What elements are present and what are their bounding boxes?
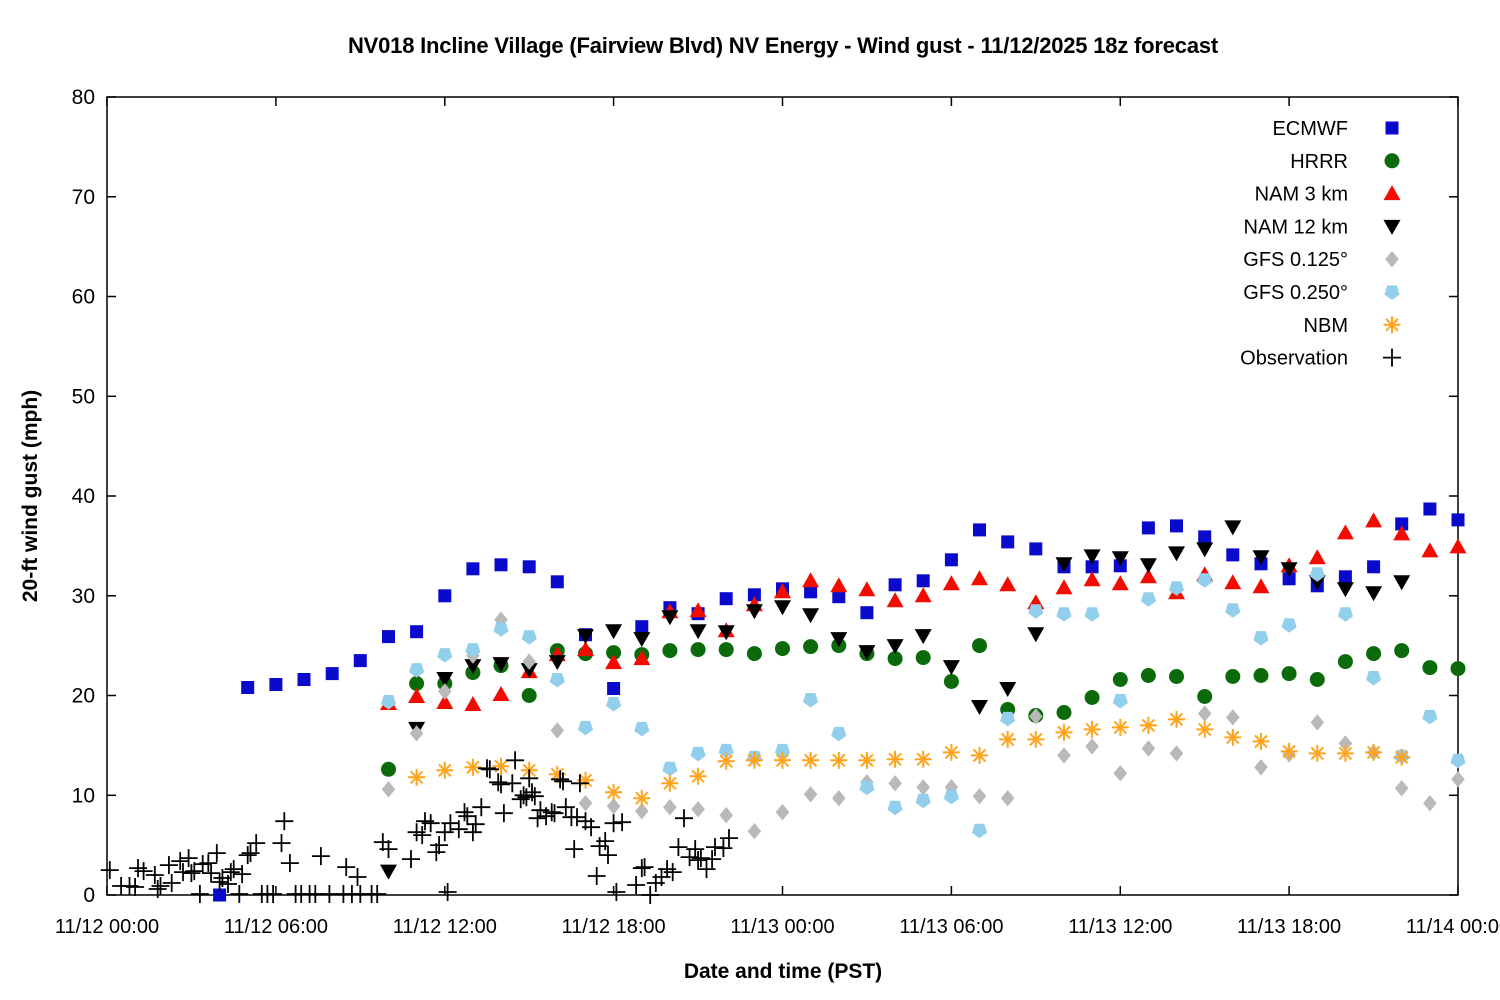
legend-label: GFS 0.125° <box>1243 249 1348 271</box>
y-axis: 0 10 20 30 40 50 60 70 80 <box>72 86 1458 907</box>
series-nbm <box>408 710 1411 807</box>
x-tick-label: 11/12 18:00 <box>562 916 666 938</box>
series-gfs-0-125 <box>381 611 1465 840</box>
y-tick-label: 0 <box>83 884 95 907</box>
y-tick-label: 50 <box>72 385 95 408</box>
x-axis: 11/12 00:00 11/12 06:00 11/12 12:00 11/12 1… <box>55 97 1500 938</box>
x-tick-label: 11/12 12:00 <box>393 916 497 938</box>
y-tick-label: 10 <box>72 784 95 807</box>
x-tick-label: 11/14 00:00 <box>1406 916 1500 938</box>
legend-item-ecmwf: ECMWF <box>1272 118 1399 140</box>
x-tick-label: 11/12 06:00 <box>224 916 328 938</box>
legend-label: ECMWF <box>1272 118 1348 140</box>
series-gfs-0-250 <box>380 567 1466 839</box>
chart-title: NV018 Incline Village (Fairview Blvd) NV… <box>347 33 1219 58</box>
legend-label: Observation <box>1240 348 1348 370</box>
series-hrrr <box>381 638 1466 777</box>
y-tick-label: 20 <box>72 685 95 708</box>
legend-label: NBM <box>1304 315 1348 337</box>
legend-label: NAM 3 km <box>1255 184 1348 206</box>
y-tick-label: 40 <box>72 485 95 508</box>
x-axis-title: Date and time (PST) <box>683 960 883 983</box>
legend-item-nbm: NBM <box>1304 315 1401 337</box>
legend-item-nam-12-km: NAM 12 km <box>1244 216 1401 238</box>
y-tick-label: 60 <box>72 286 95 309</box>
x-tick-label: 11/13 18:00 <box>1237 916 1341 938</box>
x-tick-label: 11/13 06:00 <box>899 916 1003 938</box>
series-observation <box>100 751 738 904</box>
legend-label: HRRR <box>1290 151 1348 173</box>
legend-item-gfs-0-125: GFS 0.125° <box>1243 249 1399 271</box>
y-tick-label: 80 <box>72 86 95 109</box>
series-nam-3-km <box>380 512 1467 711</box>
legend: ECMWF HRRR NAM 3 km NAM 12 km GFS 0.125° GFS … <box>1240 118 1401 370</box>
legend-label: GFS 0.250° <box>1243 282 1348 304</box>
legend-item-observation: Observation <box>1240 348 1401 370</box>
x-tick-label: 11/13 12:00 <box>1068 916 1172 938</box>
x-tick-label: 11/12 00:00 <box>55 916 159 938</box>
y-tick-label: 30 <box>72 585 95 608</box>
legend-item-gfs-0-250: GFS 0.250° <box>1243 282 1400 304</box>
x-tick-label: 11/13 00:00 <box>730 916 834 938</box>
legend-item-nam-3-km: NAM 3 km <box>1255 184 1401 206</box>
y-tick-label: 70 <box>72 186 95 209</box>
y-axis-title: 20-ft wind gust (mph) <box>19 389 42 603</box>
legend-item-hrrr: HRRR <box>1290 151 1400 173</box>
series-ecmwf <box>213 502 1465 902</box>
legend-label: NAM 12 km <box>1244 216 1348 238</box>
